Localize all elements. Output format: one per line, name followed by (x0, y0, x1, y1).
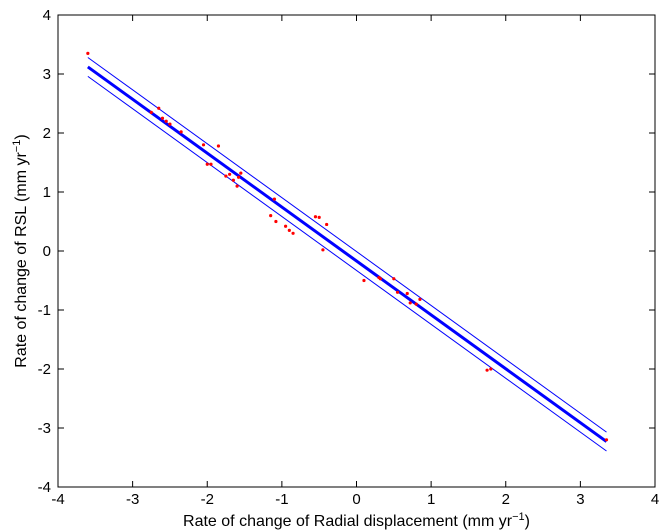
data-point (321, 248, 325, 252)
data-point (231, 178, 235, 182)
data-point (228, 172, 232, 176)
data-point (313, 215, 318, 219)
data-point (274, 219, 278, 224)
x-tick-label: 2 (502, 491, 510, 508)
x-tick-label: -2 (201, 491, 214, 508)
y-tick-label: 4 (43, 7, 51, 24)
x-tick-label: -4 (51, 491, 64, 508)
data-point (160, 116, 165, 120)
y-tick-label: -1 (38, 302, 51, 319)
data-point (157, 106, 161, 110)
y-axis-label-main: Rate of change of RSL (mm yr (13, 152, 30, 368)
x-axis-label: Rate of change of Radial displacement (m… (183, 511, 530, 530)
data-point (209, 162, 213, 166)
data-point (235, 184, 239, 188)
data-point (179, 130, 183, 134)
data-point (269, 214, 273, 218)
y-tick-label: 1 (43, 184, 51, 201)
data-point (405, 291, 409, 296)
data-series (86, 51, 609, 452)
x-tick-label: 3 (576, 491, 584, 508)
data-point (168, 122, 172, 126)
x-tick-label: 4 (651, 491, 659, 508)
data-point (272, 197, 277, 201)
data-point (414, 302, 418, 306)
data-point (392, 277, 396, 281)
data-point (408, 301, 412, 305)
data-point (485, 368, 489, 372)
x-tick-label: 0 (352, 491, 360, 508)
data-point (86, 51, 90, 55)
data-point (489, 367, 493, 371)
data-point (362, 278, 366, 283)
y-axis-label-end: ) (13, 134, 30, 139)
upper-confidence-line (87, 57, 607, 433)
x-axis-label-end: ) (525, 513, 530, 530)
x-tick-label: 1 (427, 491, 435, 508)
x-tick-label: -1 (275, 491, 288, 508)
lower-confidence-line (87, 75, 607, 452)
data-point (205, 162, 209, 166)
y-tick-label: 3 (43, 66, 51, 83)
axis-ticks: -4 -3 -2 -1 0 1 2 3 4 -4 -3 -2 -1 0 1 2 3 4 (38, 7, 660, 508)
data-point (291, 231, 295, 235)
data-point (216, 144, 221, 148)
data-point (284, 224, 288, 228)
data-point (201, 143, 206, 147)
x-tick-label: -3 (126, 491, 139, 508)
data-point (378, 277, 382, 281)
y-tick-label: -4 (38, 479, 51, 496)
data-point (224, 174, 228, 178)
data-point (149, 110, 153, 114)
y-tick-label: 2 (43, 125, 51, 142)
data-point (236, 175, 241, 179)
data-point (325, 222, 329, 227)
data-point (395, 290, 400, 294)
y-tick-label: -3 (38, 420, 51, 437)
y-axis-label-sup: −1 (11, 140, 23, 153)
data-point (239, 171, 243, 175)
x-axis-label-sup: −1 (512, 511, 525, 523)
data-point (604, 438, 609, 442)
data-point (287, 228, 291, 232)
y-tick-label: -2 (38, 361, 51, 378)
x-axis-label-main: Rate of change of Radial displacement (m… (183, 513, 513, 530)
data-point (418, 297, 422, 301)
y-tick-label: 0 (43, 243, 51, 260)
data-point (164, 119, 168, 123)
data-point (317, 215, 321, 219)
regression-line (86, 65, 608, 443)
y-axis-label: Rate of change of RSL (mm yr−1) (11, 134, 30, 367)
